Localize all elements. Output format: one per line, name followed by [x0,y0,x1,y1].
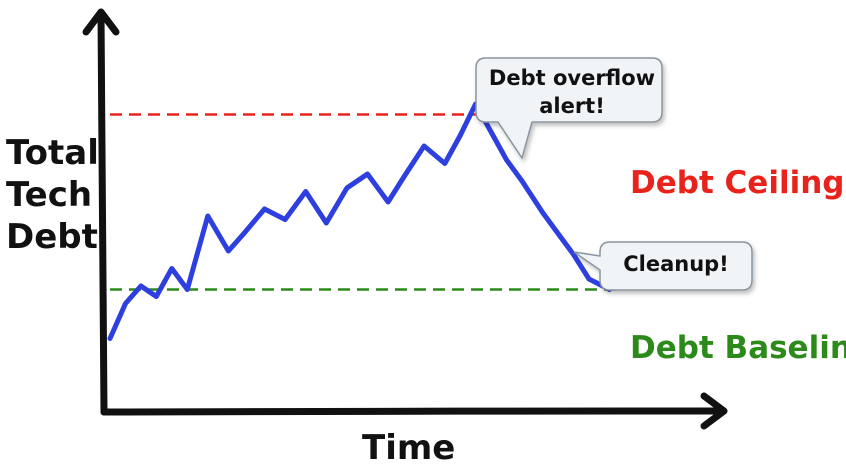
x-axis [100,407,726,416]
cleanup-callout [573,241,753,291]
x-axis-arrowhead [700,392,728,430]
y-axis-label: Total Tech Debt [6,132,99,258]
y-axis-label-line-3: Debt [6,217,98,257]
overflow-callout-text: Debt overflow alert! [478,64,666,120]
overflow-callout-line-1: Debt overflow [488,66,656,90]
cleanup-callout-text: Cleanup! [606,250,746,278]
x-axis-label: Time [362,428,456,468]
cleanup-callout-line-1: Cleanup! [623,252,729,276]
y-axis-arrowhead [82,8,120,36]
y-axis-label-line-1: Total [6,133,99,173]
y-axis-label-line-2: Tech [6,175,93,215]
y-axis [97,10,108,416]
total-debt-series-line [107,101,612,341]
debt-baseline-label: Debt Baseline [630,330,846,366]
debt-ceiling-label: Debt Ceiling [630,165,845,201]
overflow-callout [475,57,663,160]
overflow-callout-line-2: alert! [539,94,605,118]
